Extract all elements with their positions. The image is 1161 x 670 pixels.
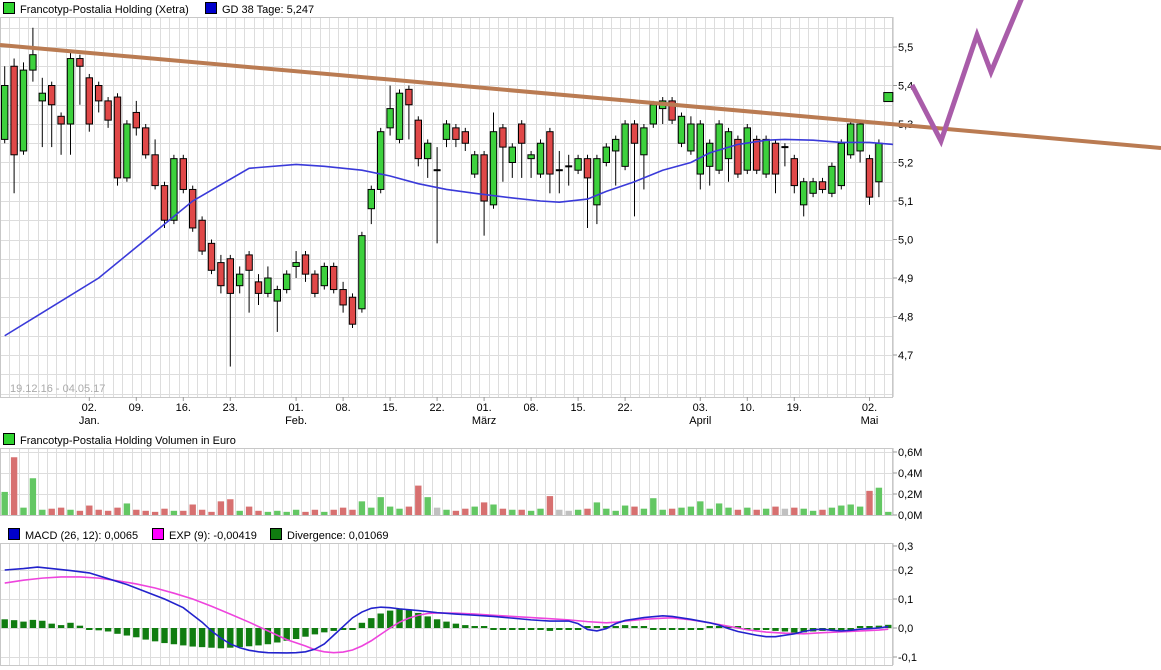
candles [1,27,894,367]
svg-text:19.: 19. [787,402,802,414]
axis-labels: 5,55,45,35,25,15,04,94,84,70,6M0,4M0,2M0… [79,42,923,664]
svg-text:22.: 22. [429,402,444,414]
svg-text:10.: 10. [740,402,755,414]
svg-text:5,2: 5,2 [898,158,913,170]
svg-text:0,1: 0,1 [898,594,913,606]
series-swatch-icon [3,433,15,445]
svg-text:0,0: 0,0 [898,623,913,635]
svg-text:April: April [689,415,711,427]
series-swatch-icon [8,528,20,540]
svg-text:0,2M: 0,2M [898,489,922,501]
legend-gd38-label: GD 38 Tage: 5,247 [222,4,315,16]
legend-macd-label: MACD (26, 12): 0,0065 [25,530,139,542]
svg-text:0,0M: 0,0M [898,510,922,522]
svg-text:23.: 23. [223,402,238,414]
legend-exp: EXP (9): -0,00419 [152,528,257,542]
svg-text:4,9: 4,9 [898,273,913,285]
svg-text:Feb.: Feb. [285,415,307,427]
zigzag-arrow [909,0,1024,148]
svg-text:15.: 15. [382,402,397,414]
svg-text:15.: 15. [570,402,585,414]
svg-text:5,5: 5,5 [898,42,913,54]
svg-text:01.: 01. [476,402,491,414]
svg-text:0,3: 0,3 [898,541,913,553]
svg-text:09.: 09. [129,402,144,414]
svg-text:4,8: 4,8 [898,312,913,324]
date-range-label: 19.12.16 - 04.05.17 [10,383,106,395]
svg-text:Jan.: Jan. [79,415,100,427]
volume-bars [1,457,892,515]
gd38-ma-line [4,138,894,337]
last-price-marker [883,92,894,103]
legend-divergence-label: Divergence: 0,01069 [287,530,389,542]
legend-exp-label: EXP (9): -0,00419 [169,530,257,542]
legend-divergence: Divergence: 0,01069 [270,528,389,542]
legend-volume-label: Francotyp-Postalia Holding Volumen in Eu… [20,435,236,447]
svg-text:-0,1: -0,1 [898,652,917,664]
svg-text:16.: 16. [176,402,191,414]
svg-text:0,6M: 0,6M [898,447,922,459]
legend-main-price: Francotyp-Postalia Holding (Xetra) [3,2,189,16]
svg-text:0,4M: 0,4M [898,468,922,480]
series-swatch-icon [270,528,282,540]
svg-text:03.: 03. [693,402,708,414]
svg-text:08.: 08. [335,402,350,414]
series-swatch-icon [152,528,164,540]
svg-text:0,2: 0,2 [898,565,913,577]
legend-main-price-label: Francotyp-Postalia Holding (Xetra) [20,4,189,16]
svg-text:Mai: Mai [861,415,879,427]
svg-text:5,4: 5,4 [898,81,913,93]
legend-volume: Francotyp-Postalia Holding Volumen in Eu… [3,433,236,447]
svg-text:4,7: 4,7 [898,350,913,362]
svg-text:5,1: 5,1 [898,196,913,208]
legend-macd: MACD (26, 12): 0,0065 [8,528,139,542]
macd-line [4,566,889,654]
svg-text:22.: 22. [617,402,632,414]
series-swatch-icon [3,2,15,14]
trendline [0,43,1161,150]
svg-text:5,0: 5,0 [898,235,913,247]
svg-text:02.: 02. [82,402,97,414]
svg-text:08.: 08. [523,402,538,414]
svg-text:02.: 02. [862,402,877,414]
svg-text:01.: 01. [288,402,303,414]
svg-text:März: März [472,415,496,427]
legend-gd38: GD 38 Tage: 5,247 [205,2,315,16]
pane-borders [0,17,893,666]
series-swatch-icon [205,2,217,14]
